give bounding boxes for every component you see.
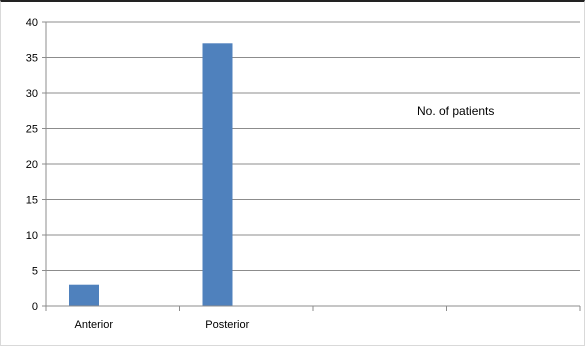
chart-annotation: No. of patients: [417, 104, 494, 118]
bar: [202, 43, 233, 307]
y-tick-label: 35: [26, 53, 38, 65]
x-tick-label: Posterior: [205, 319, 249, 331]
bars: [69, 43, 233, 307]
y-tick-label: 0: [32, 301, 38, 313]
x-tick-label: Anterior: [74, 319, 113, 331]
y-tick-label: 10: [26, 230, 38, 242]
y-tick-label: 40: [26, 17, 38, 29]
x-axis: Anterior Posterior: [45, 22, 581, 331]
gridlines: [46, 21, 580, 271]
y-axis-ticks: 0 5 10 15 20 25 30 35 40: [26, 17, 46, 313]
y-tick-label: 20: [26, 159, 38, 171]
bar: [69, 284, 99, 306]
y-tick-label: 15: [26, 195, 38, 207]
y-tick-label: 5: [32, 266, 38, 278]
y-tick-label: 25: [26, 124, 38, 136]
y-tick-label: 30: [26, 88, 38, 100]
